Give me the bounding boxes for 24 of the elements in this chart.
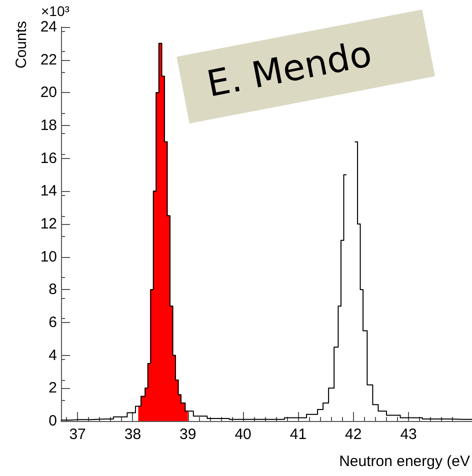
y-tick-label: 6 (48, 314, 57, 331)
x-tick-label: 43 (400, 426, 417, 443)
y-tick-label: 2 (48, 380, 57, 397)
y-tick-label: 20 (40, 84, 57, 102)
x-tick-label: 38 (124, 426, 142, 443)
y-tick-label: 14 (40, 182, 57, 200)
text: ×10³ (41, 3, 70, 19)
x-tick-label: 40 (234, 426, 252, 443)
y-tick-label: 4 (48, 346, 57, 364)
y-tick-label: 12 (40, 216, 57, 232)
x-tick-label: 39 (180, 426, 196, 443)
y-tick-label: 8 (48, 281, 57, 298)
annotation: E. Mendo (204, 34, 376, 106)
y-tick-label: 0 (48, 412, 57, 430)
y-tick-label: 22 (40, 51, 57, 68)
x-tick-label: 41 (290, 426, 307, 443)
y-tick-label: 18 (40, 117, 57, 134)
y-tick-label: 10 (40, 248, 57, 266)
y-axis-title: Counts (13, 21, 30, 69)
y-tick-label: 16 (40, 150, 57, 167)
x-tick-label: 37 (69, 426, 86, 443)
y-tick-label: 24 (40, 18, 57, 36)
x-tick-label: 42 (345, 426, 362, 443)
x-axis-title: Neutron energy (eV (339, 453, 470, 470)
